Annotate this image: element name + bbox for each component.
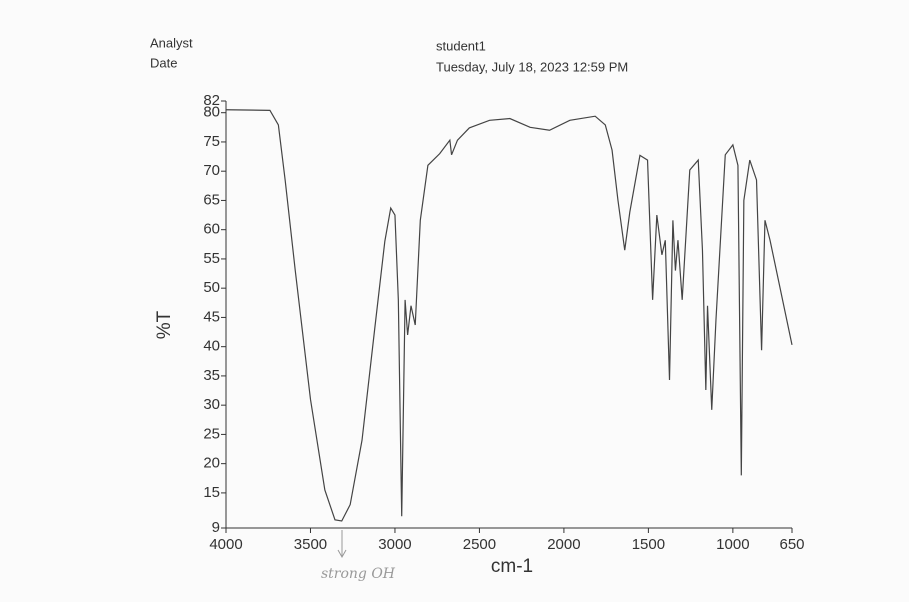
y-axis-label: %T <box>154 310 175 339</box>
annotation: strong OH <box>321 566 396 582</box>
y-tick-label: 65 <box>203 191 220 208</box>
y-tick-label: 60 <box>203 221 220 238</box>
y-tick-label: 80 <box>203 104 220 121</box>
x-tick-label: 650 <box>779 536 804 553</box>
y-tick-label: 45 <box>203 308 220 325</box>
x-tick-label: 4000 <box>209 536 242 553</box>
x-tick-label: 2500 <box>463 536 496 553</box>
annotation-arrowhead <box>337 549 347 559</box>
y-tick-label: 50 <box>203 279 220 296</box>
x-tick-label: 3500 <box>294 536 327 553</box>
y-tick-label: 55 <box>203 250 220 267</box>
y-tick-label: 70 <box>203 162 220 179</box>
analyst-label: Analyst <box>150 35 193 50</box>
y-tick-label: 40 <box>203 338 220 355</box>
x-axis-label: cm-1 <box>491 556 533 577</box>
y-tick-label: 15 <box>203 484 220 501</box>
x-tick-label: 2000 <box>547 536 580 553</box>
x-tick-label: 1000 <box>716 536 749 553</box>
y-tick-label: 9 <box>212 519 220 536</box>
date: Tuesday, July 18, 2023 12:59 PM <box>436 59 628 74</box>
y-tick-label: 75 <box>203 133 220 150</box>
date-label: Date <box>150 55 177 70</box>
x-tick-label: 1500 <box>632 536 665 553</box>
analyst: student1 <box>436 38 486 53</box>
y-tick-label: 30 <box>203 396 220 413</box>
x-tick-label: 3000 <box>378 536 411 553</box>
y-tick-label: 25 <box>203 425 220 442</box>
y-tick-label: 20 <box>203 455 220 472</box>
y-tick-label: 35 <box>203 367 220 384</box>
spectrum-line <box>225 109 793 522</box>
y-tick-label: 82 <box>203 92 220 109</box>
